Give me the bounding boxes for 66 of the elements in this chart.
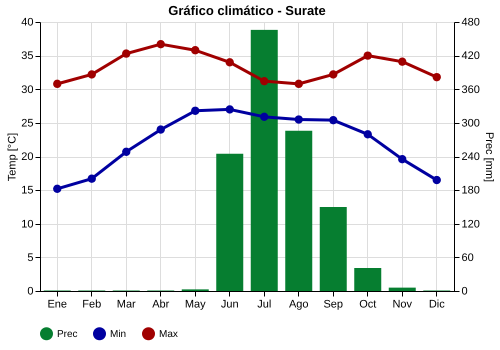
- x-tick-label: Feb: [82, 298, 102, 310]
- point: [53, 184, 62, 193]
- chart-title: Gráfico climático - Surate: [168, 3, 326, 18]
- bar: [320, 206, 347, 291]
- bar: [388, 288, 416, 291]
- y-tick-label: 15: [21, 184, 34, 197]
- bar: [216, 154, 244, 291]
- bar: [354, 268, 382, 291]
- y-tick-label: 25: [21, 117, 34, 130]
- x-tick-label: Jul: [257, 298, 272, 310]
- y2-tick-label: 60: [462, 252, 474, 264]
- point: [364, 51, 372, 60]
- point: [191, 46, 200, 54]
- point: [226, 58, 234, 67]
- point: [88, 70, 96, 79]
- point: [294, 115, 303, 124]
- point: [53, 80, 62, 88]
- point: [398, 155, 406, 164]
- y2-tick-label: 420: [462, 50, 480, 62]
- point: [329, 116, 338, 124]
- point: [226, 105, 234, 114]
- y-tick-label: 5: [27, 252, 34, 264]
- point: [156, 40, 165, 48]
- x-tick-label: Oct: [359, 298, 376, 310]
- y2-axis-title: Prec [mm]: [482, 132, 495, 182]
- y2-tick-label: 240: [462, 151, 480, 163]
- y-tick-label: 0: [27, 286, 34, 298]
- x-tick-label: Ene: [47, 298, 68, 310]
- bar: [250, 30, 278, 291]
- y-tick-label: 40: [21, 16, 34, 28]
- point: [191, 106, 200, 115]
- y-tick-label: 30: [21, 84, 34, 96]
- y-tick-label: 10: [21, 218, 34, 230]
- y-tick-label: 35: [21, 50, 34, 62]
- y2-tick-label: 480: [462, 16, 480, 28]
- y2-tick-label: 180: [462, 184, 480, 197]
- point: [88, 174, 96, 183]
- legend-label: Prec: [57, 328, 78, 340]
- x-tick-label: Sep: [323, 298, 344, 310]
- point: [122, 148, 130, 156]
- y2-tick-label: 120: [462, 218, 480, 230]
- point: [432, 176, 441, 184]
- legend-label: Max: [159, 328, 178, 340]
- point: [260, 112, 268, 121]
- y2-tick-label: 360: [462, 84, 480, 96]
- point: [122, 49, 130, 58]
- point: [156, 125, 165, 134]
- x-tick-label: May: [184, 298, 206, 310]
- x-tick-label: Jun: [220, 298, 239, 310]
- y2-tick-label: 300: [462, 117, 480, 130]
- legend-label: Min: [110, 328, 126, 340]
- point: [398, 58, 406, 66]
- x-tick-label: Abr: [152, 298, 170, 310]
- x-tick-label: Ago: [288, 298, 309, 310]
- y-axis-title: Temp [°C]: [6, 132, 18, 182]
- x-tick-label: Mar: [116, 298, 136, 310]
- y2-tick-label: 0: [462, 286, 468, 298]
- point: [432, 72, 441, 82]
- point: [329, 70, 338, 79]
- bar: [285, 130, 312, 291]
- y-tick-label: 20: [21, 151, 34, 163]
- point: [364, 130, 372, 138]
- x-tick-label: Dic: [428, 298, 446, 310]
- x-tick-label: Nov: [392, 298, 413, 310]
- point: [260, 77, 268, 86]
- point: [294, 80, 303, 88]
